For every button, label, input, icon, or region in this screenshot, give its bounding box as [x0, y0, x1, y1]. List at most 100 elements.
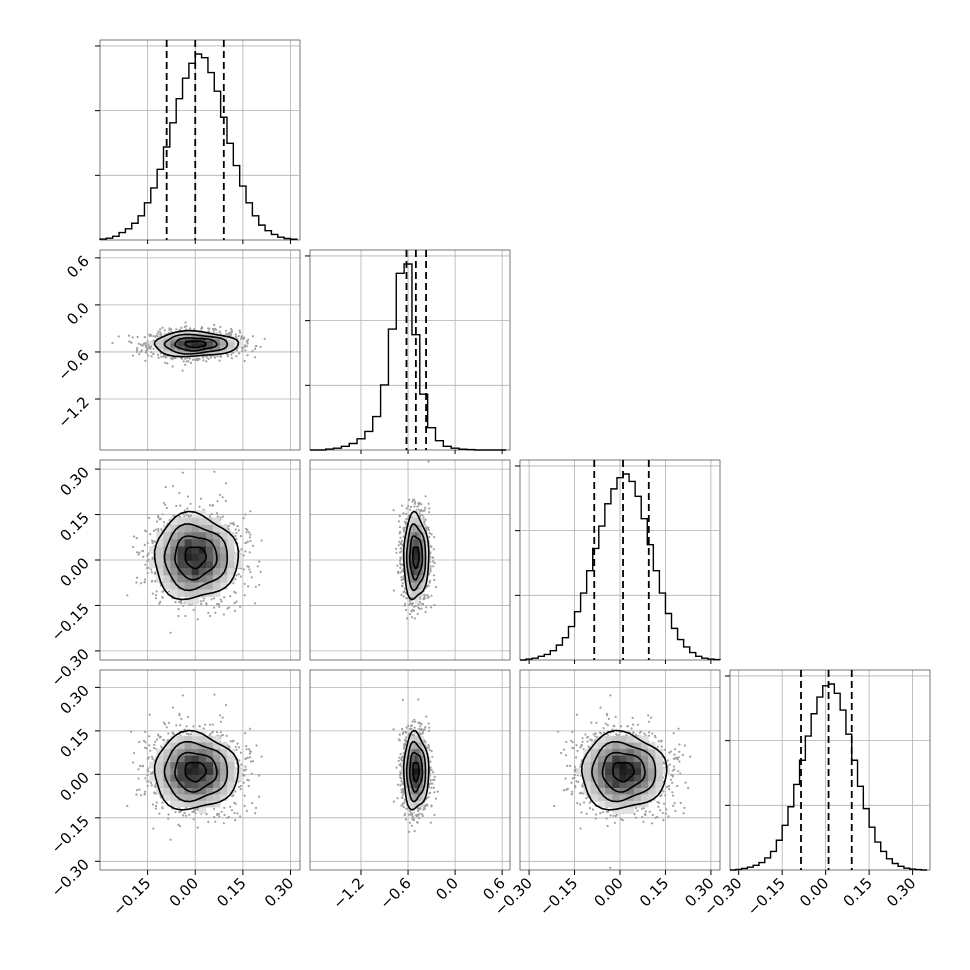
scatter-point [401, 585, 404, 588]
x-tick-label: 0.15 [636, 874, 672, 910]
scatter-point [183, 509, 186, 512]
scatter-point [147, 756, 150, 759]
scatter-point [421, 514, 424, 517]
density-cell [198, 349, 207, 352]
scatter-point [589, 738, 592, 741]
scatter-point [210, 512, 213, 516]
scatter-point [200, 602, 203, 606]
scatter-point [392, 800, 396, 803]
density-cell [170, 338, 178, 342]
scatter-point [155, 801, 158, 804]
density-cell [605, 742, 613, 750]
scatter-point [156, 332, 159, 335]
density-cell [170, 539, 178, 547]
density-cell [626, 781, 635, 788]
density-cell [597, 748, 606, 756]
density-cell [419, 553, 422, 561]
density-cell [414, 546, 418, 554]
scatter-point [150, 755, 154, 758]
scatter-point [662, 790, 665, 793]
scatter-point [245, 531, 248, 534]
contour-line [153, 729, 240, 811]
scatter-point [398, 764, 401, 767]
density-cell [198, 589, 207, 597]
density-cell [213, 800, 221, 808]
scatter-point [171, 731, 174, 734]
density-cell [633, 787, 642, 795]
scatter-point [425, 606, 428, 609]
scatter-point [421, 603, 424, 606]
scatter-point [571, 741, 574, 744]
density-cell [414, 800, 418, 808]
scatter-point [156, 733, 160, 736]
scatter-point [417, 698, 420, 701]
scatter-point [226, 816, 229, 820]
scatter-point [246, 354, 249, 357]
histogram-step [99, 53, 298, 240]
scatter-point [137, 342, 140, 345]
density-cell [419, 574, 422, 583]
scatter-point [131, 354, 135, 357]
density-cell [421, 589, 424, 597]
density-cell [213, 351, 221, 354]
scatter-point [233, 819, 237, 822]
scatter-point [215, 730, 219, 734]
scatter-point [186, 507, 189, 510]
scatter-point [234, 802, 237, 805]
density-cell [414, 761, 418, 769]
scatter-point [605, 817, 608, 820]
density-cell [410, 768, 413, 775]
density-cell [414, 596, 418, 604]
scatter-point [158, 812, 161, 815]
scatter-point [130, 730, 133, 733]
density-cell [414, 781, 418, 788]
density-cell [605, 755, 613, 763]
scatter-point [430, 750, 433, 753]
scatter-point [138, 788, 141, 791]
scatter-point [133, 535, 136, 538]
scatter-point [648, 810, 651, 813]
scatter-point [614, 814, 617, 818]
scatter-point [199, 497, 203, 500]
panel-2-0 [99, 459, 301, 661]
density-cell [419, 768, 422, 775]
scatter-point [419, 722, 422, 725]
scatter-point [246, 540, 249, 543]
density-cell [416, 589, 420, 597]
density-cell [184, 596, 192, 604]
scatter-point [408, 809, 412, 813]
density-cell [220, 794, 228, 801]
density-cell [633, 761, 642, 769]
density-cell [170, 343, 178, 346]
scatter-point [243, 594, 246, 597]
scatter-point [601, 811, 605, 814]
panel-1-1 [305, 249, 511, 451]
density-cell [170, 794, 178, 801]
scatter-point [237, 573, 240, 576]
scatter-point [400, 576, 403, 579]
scatter-point [231, 795, 234, 798]
contour-line [163, 333, 229, 355]
density-cell [170, 531, 178, 540]
density-cell [416, 787, 420, 795]
scatter-point [139, 764, 142, 768]
scatter-point [668, 788, 671, 791]
scatter-point [392, 589, 396, 592]
density-cell [626, 800, 635, 808]
scatter-point [654, 816, 657, 820]
density-cell [156, 761, 164, 769]
scatter-point [157, 529, 160, 533]
y-tick-label: 0.6 [63, 252, 93, 282]
density-cell [412, 800, 416, 808]
density-cell [404, 546, 407, 554]
scatter-point [428, 535, 431, 539]
x-tick-label: −0.15 [109, 874, 154, 919]
density-cell [205, 345, 214, 348]
scatter-point [399, 562, 402, 565]
scatter-point [431, 782, 434, 785]
density-cell [425, 546, 428, 554]
scatter-point [409, 602, 412, 605]
scatter-point [208, 504, 212, 507]
scatter-point [673, 802, 676, 805]
